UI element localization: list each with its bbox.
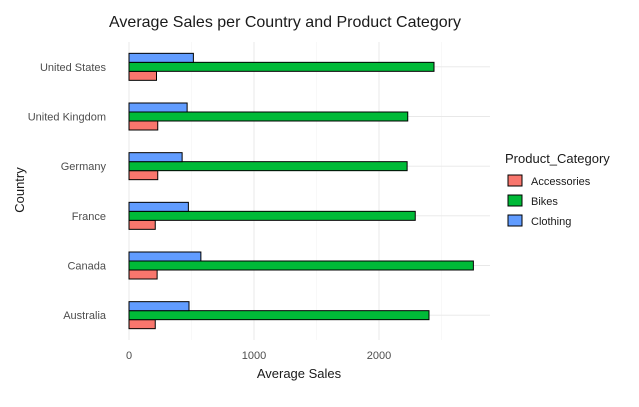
bar-clothing-united-states xyxy=(128,52,194,63)
bar-bikes-germany xyxy=(128,161,408,172)
bar-bikes-united-states xyxy=(128,61,435,72)
legend-items: Accessories Bikes Clothing xyxy=(507,174,591,228)
bars-layer xyxy=(128,52,474,330)
bar-clothing-france xyxy=(128,201,189,212)
bar-bikes-france xyxy=(128,210,416,221)
bar-clothing-united-kingdom xyxy=(128,102,188,113)
chart-title: Average Sales per Country and Product Ca… xyxy=(109,14,461,31)
legend-label-clothing: Clothing xyxy=(531,216,571,228)
legend-title: Product_Category xyxy=(505,151,610,166)
legend: Product_Category Accessories Bikes Clothin… xyxy=(505,151,610,228)
grid-layer xyxy=(128,42,490,340)
x-axis-label: Average Sales xyxy=(257,366,342,381)
x-tick-label: 2000 xyxy=(367,350,391,362)
y-tick-label: United Kingdom xyxy=(28,112,106,124)
bar-accessories-canada xyxy=(128,269,158,280)
bar-clothing-australia xyxy=(128,301,190,312)
legend-label-accessories: Accessories xyxy=(531,176,591,188)
y-tick-label: Germany xyxy=(61,161,107,173)
bar-accessories-germany xyxy=(128,170,159,181)
y-tick-label: Australia xyxy=(63,310,107,322)
bar-bikes-canada xyxy=(128,260,474,271)
bar-accessories-australia xyxy=(128,319,156,330)
bar-accessories-united-kingdom xyxy=(128,120,159,131)
x-tick-label: 1000 xyxy=(242,350,266,362)
legend-swatch-bikes xyxy=(507,194,523,207)
y-tick-label: Canada xyxy=(67,261,106,273)
x-tick-label: 0 xyxy=(126,350,132,362)
bar-clothing-canada xyxy=(128,251,202,262)
bar-accessories-france xyxy=(128,219,156,230)
bar-accessories-united-states xyxy=(128,70,157,81)
legend-label-bikes: Bikes xyxy=(531,196,558,208)
legend-swatch-accessories xyxy=(507,174,523,187)
y-axis-label: Country xyxy=(12,167,27,213)
y-tick-label: France xyxy=(72,211,106,223)
y-tick-label: United States xyxy=(40,62,107,74)
bar-clothing-germany xyxy=(128,152,183,163)
axis-layer: Australia Canada France Germany United Kingd… xyxy=(28,62,392,362)
legend-swatch-clothing xyxy=(507,214,523,227)
bar-bikes-australia xyxy=(128,310,430,321)
bar-bikes-united-kingdom xyxy=(128,111,409,122)
